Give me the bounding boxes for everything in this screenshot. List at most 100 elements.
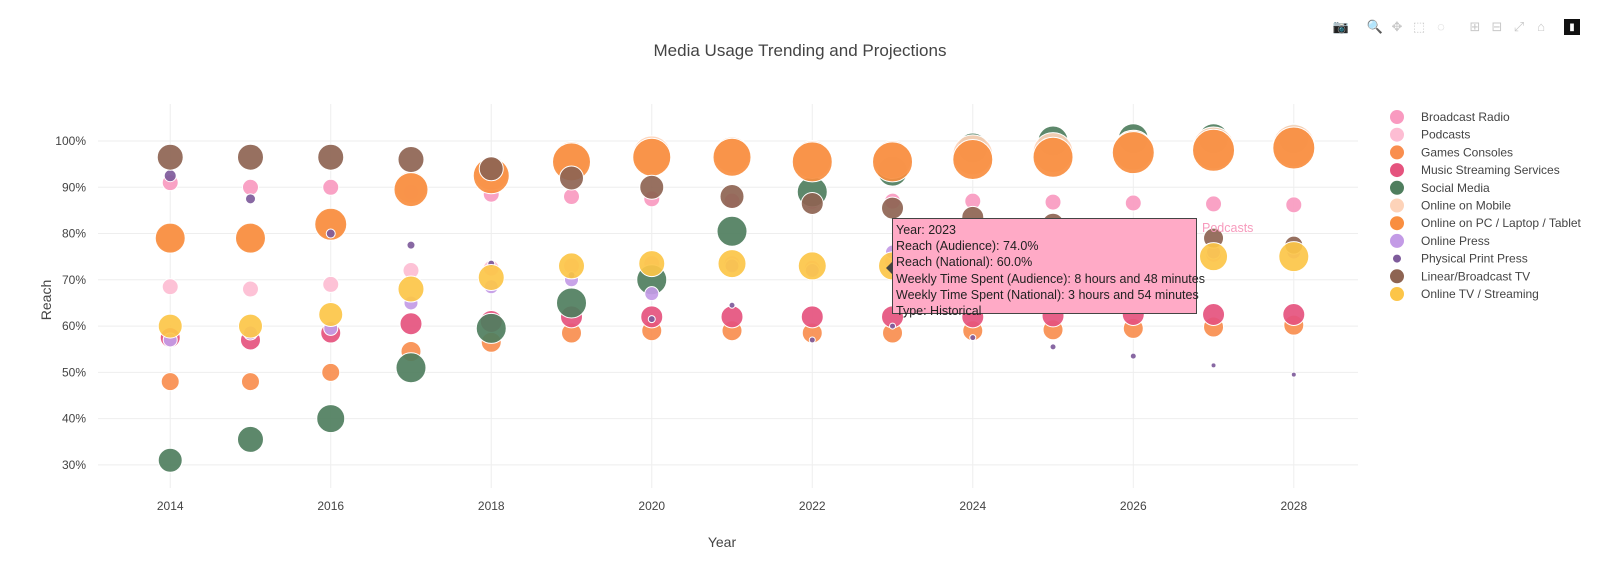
data-point[interactable] [800,191,824,215]
data-point[interactable] [639,174,665,200]
data-point[interactable] [1124,194,1142,212]
data-point[interactable] [1129,352,1137,360]
data-point[interactable] [872,141,914,183]
data-point[interactable] [1285,196,1303,214]
data-point[interactable] [160,372,180,392]
data-point[interactable] [720,305,744,329]
data-point[interactable] [397,146,425,174]
home-icon[interactable]: ⌂ [1537,19,1545,34]
data-point[interactable] [728,301,736,309]
legend-item[interactable]: Physical Print Press [1393,252,1528,266]
data-point[interactable] [322,178,340,196]
data-point[interactable] [236,143,264,171]
data-point[interactable] [240,372,260,392]
legend[interactable]: Broadcast Radio Podcasts Games Consoles Mus… [1390,110,1582,301]
data-point[interactable] [558,252,586,280]
data-point[interactable] [318,302,344,328]
legend-marker [1390,269,1404,284]
data-point[interactable] [791,141,833,183]
box-select-icon[interactable]: ⬚ [1412,19,1426,34]
legend-item[interactable]: Broadcast Radio [1390,110,1510,124]
data-point[interactable] [716,215,748,247]
data-point[interactable] [1272,126,1316,170]
legend-item[interactable]: Games Consoles [1390,145,1513,160]
zoom-in-icon[interactable]: ⊞ [1469,19,1481,34]
legend-item[interactable]: Online on PC / Laptop / Tablet [1390,216,1582,231]
data-point[interactable] [161,278,179,296]
data-point[interactable] [563,188,581,206]
camera-icon[interactable]: 📷 [1332,19,1350,34]
plotly-logo-icon[interactable]: ▮ [1564,19,1580,35]
data-point[interactable] [475,312,507,344]
autoscale-icon[interactable]: ⤢ [1513,19,1525,34]
legend-item[interactable]: Online TV / Streaming [1390,287,1539,301]
lasso-icon[interactable]: ◌ [1437,19,1445,34]
series-linear-broadcast-tv[interactable] [156,143,1304,255]
data-point[interactable] [1202,303,1226,327]
legend-item[interactable]: Music Streaming Services [1390,163,1560,178]
data-point[interactable] [1282,303,1306,327]
data-point[interactable] [154,222,186,254]
legend-item[interactable]: Linear/Broadcast TV [1390,269,1530,284]
data-point[interactable] [881,196,905,220]
data-point[interactable] [638,250,666,278]
data-point[interactable] [1278,241,1310,273]
data-point[interactable] [237,313,263,339]
data-point[interactable] [644,286,660,302]
data-point[interactable] [322,275,340,293]
data-point[interactable] [325,228,336,239]
data-point[interactable] [156,143,184,171]
data-point[interactable] [1049,343,1057,351]
data-point[interactable] [393,172,429,208]
data-point[interactable] [1192,128,1236,172]
data-point[interactable] [1205,195,1223,213]
data-point[interactable] [1032,136,1074,178]
legend-item[interactable]: Social Media [1390,180,1490,195]
data-point[interactable] [797,251,827,281]
series-online-on-pc-laptop-tablet[interactable] [154,126,1316,254]
data-point[interactable] [717,249,747,279]
data-point[interactable] [1199,242,1229,272]
data-point[interactable] [719,184,745,210]
data-point[interactable] [632,137,672,177]
zoom-out-icon[interactable]: ⊟ [1491,19,1503,34]
legend-item[interactable]: Online Press [1390,233,1490,248]
data-point[interactable] [1290,371,1297,378]
data-point[interactable] [395,352,427,384]
data-point[interactable] [952,139,994,181]
data-point[interactable] [478,156,504,182]
data-point[interactable] [241,280,259,298]
data-point[interactable] [1044,193,1062,211]
data-point[interactable] [236,425,264,453]
data-point[interactable] [559,165,585,191]
data-point[interactable] [406,240,416,250]
data-point[interactable] [647,315,656,324]
pan-icon[interactable]: ✥ [1391,19,1403,34]
data-point[interactable] [157,313,183,339]
data-point[interactable] [317,143,345,171]
data-point[interactable] [808,336,816,344]
data-point[interactable] [556,287,588,319]
legend-item[interactable]: Online on Mobile [1390,198,1511,213]
data-point[interactable] [889,322,897,330]
data-point[interactable] [314,207,348,241]
zoom-icon[interactable]: 🔍 [1366,19,1384,34]
data-point[interactable] [157,447,183,473]
data-point[interactable] [316,404,346,434]
data-point[interactable] [241,178,259,196]
data-point[interactable] [234,222,266,254]
data-point[interactable] [399,312,423,336]
data-point[interactable] [397,275,425,303]
plot-area[interactable] [154,123,1316,473]
data-point[interactable] [800,305,824,329]
modebar[interactable]: 📷 🔍 ✥ ⬚ ◌ ⊞ ⊟ ⤢ ⌂ ▮ [1322,18,1580,36]
data-point[interactable] [244,193,256,205]
data-point[interactable] [477,263,505,291]
data-point[interactable] [712,137,752,177]
data-point[interactable] [1210,362,1217,369]
data-point[interactable] [969,334,977,342]
data-point[interactable] [1111,131,1155,175]
data-point[interactable] [163,169,177,183]
legend-item[interactable]: Podcasts [1390,127,1470,142]
data-point[interactable] [321,362,341,382]
